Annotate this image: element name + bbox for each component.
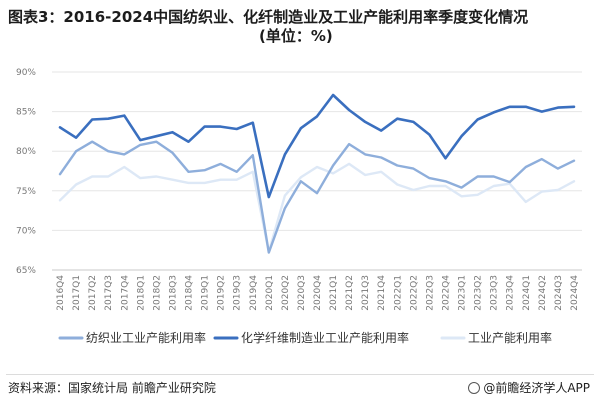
x-tick-label: 2024Q4 [570,275,580,311]
chart-title: 图表3：2016-2024中国纺织业、化纤制造业及工业产能利用率季度变化情况 [8,8,529,26]
y-tick-label: 65% [16,266,36,276]
x-tick-label: 2022Q2 [409,275,419,311]
x-tick-label: 2020Q2 [281,275,291,311]
x-tick-label: 2017Q1 [72,275,82,311]
x-tick-label: 2024Q2 [538,275,548,311]
y-tick-label: 75% [16,187,36,197]
x-tick-label: 2019Q2 [217,275,227,311]
x-tick-label: 2022Q3 [425,275,435,311]
x-tick-label: 2024Q1 [522,275,532,311]
x-tick-label: 2019Q4 [249,275,259,311]
brand-logo-icon [468,381,481,394]
x-tick-label: 2018Q4 [185,275,195,311]
x-tick-label: 2020Q3 [297,275,307,311]
y-tick-label: 85% [16,108,36,118]
x-tick-label: 2018Q1 [136,275,146,311]
x-tick-label: 2017Q4 [120,275,130,311]
x-tick-label: 2017Q3 [104,275,114,311]
x-tick-label: 2019Q3 [233,275,243,311]
y-tick-label: 80% [16,147,36,157]
legend-label: 纺织业工业产能利用率 [86,330,206,345]
x-tick-label: 2017Q2 [88,275,98,311]
x-tick-label: 2024Q3 [554,275,564,311]
series-line-1 [58,140,576,254]
y-axis: 90% 85% 80% 75% 70% 65% [16,68,36,276]
x-tick-label: 2019Q1 [201,275,211,311]
x-tick-label: 2023Q3 [490,275,500,311]
line-chart: 90%85%80%75%70%65% 2016Q4 2017Q1 2017Q2 201… [16,68,582,345]
x-tick-label: 2022Q4 [441,275,451,311]
brand: @前瞻经济学人APP [468,379,590,396]
series-line-2 [58,93,576,199]
x-tick-label: 2021Q4 [377,275,387,311]
y-tick-label: 90% [16,68,36,78]
x-tick-label: 2018Q3 [168,275,178,311]
series-layer [58,93,576,254]
legend: 纺织业工业产能利用率 化学纤维制造业工业产能利用率 工业产能利用率 [58,330,552,345]
source-text: 资料来源：国家统计局 前瞻产业研究院 [8,381,216,395]
x-tick-label: 2023Q2 [474,275,484,311]
x-tick-label: 2021Q3 [361,275,371,311]
x-tick-label: 2023Q1 [458,275,468,311]
x-tick-label: 2021Q1 [329,275,339,311]
x-tick-label: 2020Q1 [265,275,275,311]
legend-label: 工业产能利用率 [468,330,552,345]
x-tick-label: 2022Q1 [393,275,403,311]
legend-label: 化学纤维制造业工业产能利用率 [241,330,409,345]
x-tick-label: 2016Q4 [56,275,66,311]
x-tick-label: 2020Q4 [313,275,323,311]
y-tick-label: 70% [16,226,36,236]
x-tick-label: 2021Q2 [345,275,355,311]
footer: 资料来源：国家统计局 前瞻产业研究院 @前瞻经济学人APP [6,374,594,397]
x-tick-label: 2018Q2 [152,275,162,311]
brand-text: @前瞻经济学人APP [483,381,590,395]
chart-subtitle: (单位：%) [259,27,333,45]
x-tick-label: 2023Q4 [506,275,516,311]
series-line-3 [58,162,576,254]
x-axis: 2016Q4 2017Q1 2017Q2 2017Q3 2017Q4 2018Q1 2018… [56,275,580,311]
